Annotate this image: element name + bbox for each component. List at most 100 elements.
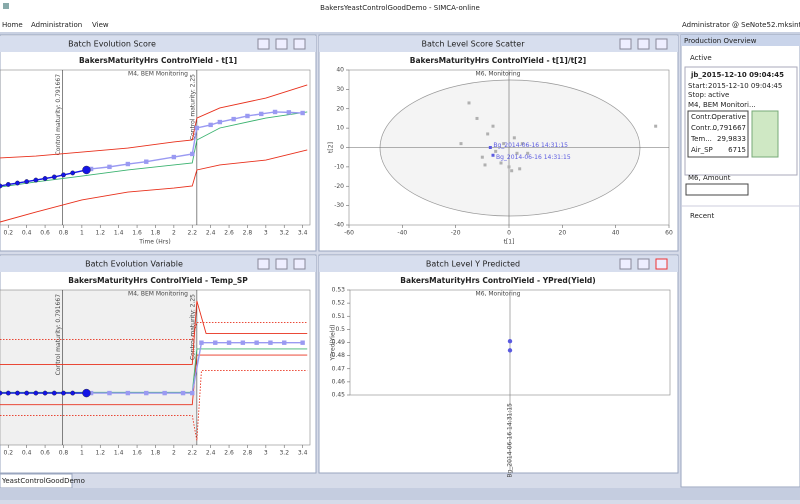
amount-box bbox=[685, 183, 749, 196]
chart-subtitle: M4, BEM Monitoring bbox=[128, 291, 188, 298]
x-tick-label: 2 bbox=[172, 230, 176, 237]
data-point bbox=[494, 149, 498, 153]
field-label: Stop: bbox=[688, 91, 706, 99]
data-point bbox=[286, 110, 292, 115]
y-tick-label: 20 bbox=[336, 105, 344, 112]
close-button[interactable] bbox=[293, 38, 306, 50]
y-tick-label: 40 bbox=[336, 67, 344, 74]
x-tick-label: 2.4 bbox=[206, 230, 216, 237]
y-tick-label: 0.48 bbox=[332, 352, 346, 359]
data-point bbox=[88, 390, 94, 396]
chart-subtitle: M6, Monitoring bbox=[476, 71, 521, 78]
data-point bbox=[107, 164, 112, 170]
x-tick-label: Bg_2014-06-16 14:31:15 bbox=[507, 403, 514, 478]
x-tick-label: 3.4 bbox=[298, 230, 308, 237]
menu-item[interactable]: Administration bbox=[31, 21, 82, 29]
data-point bbox=[51, 390, 57, 396]
data-point bbox=[213, 340, 218, 345]
x-tick-label: 1.6 bbox=[132, 450, 142, 457]
panel-title: Batch Evolution Variable bbox=[85, 260, 183, 269]
data-point bbox=[24, 179, 30, 185]
minimize-button[interactable] bbox=[619, 38, 632, 50]
x-tick-label: 1.8 bbox=[151, 230, 161, 237]
data-point bbox=[162, 390, 167, 396]
x-tick-label: 2 bbox=[172, 450, 176, 457]
x-tick-label: 0.6 bbox=[40, 450, 50, 457]
menu-item[interactable]: View bbox=[92, 21, 109, 29]
y-tick-label: 0.47 bbox=[332, 365, 346, 372]
maximize-button[interactable] bbox=[275, 38, 288, 50]
close-button[interactable] bbox=[293, 258, 306, 270]
data-point bbox=[300, 340, 305, 345]
data-point bbox=[507, 338, 513, 344]
data-point bbox=[475, 116, 479, 120]
maturity-label: Control maturity: 0.791667 bbox=[55, 294, 62, 376]
overview-panel: Production Overview Active jb_2015-12-10… bbox=[680, 34, 800, 488]
tab-label[interactable]: YeastControlGoodDemo bbox=[1, 477, 85, 485]
x-tick-label: 2.6 bbox=[224, 230, 234, 237]
close-button[interactable] bbox=[655, 258, 668, 270]
data-point bbox=[507, 165, 511, 169]
y-tick-label: 0.49 bbox=[332, 339, 346, 346]
data-point bbox=[502, 142, 506, 146]
plot-layer: Control maturity: 0.791667 Control maturi… bbox=[0, 70, 308, 225]
data-point bbox=[520, 142, 524, 146]
data-point bbox=[51, 174, 57, 180]
data-point bbox=[199, 340, 204, 345]
panel-title: Batch Level Score Scatter bbox=[421, 40, 525, 49]
title-bar bbox=[0, 0, 800, 32]
section-header[interactable]: Recent bbox=[690, 212, 714, 220]
status-indicator bbox=[751, 110, 779, 158]
field-label: Start: bbox=[688, 82, 707, 90]
data-point bbox=[61, 172, 66, 178]
data-point bbox=[518, 167, 522, 171]
y-tick-label: 10 bbox=[336, 125, 344, 132]
minimize-button[interactable] bbox=[257, 258, 270, 270]
x-tick-label: 0 bbox=[507, 230, 511, 237]
maximize-button[interactable] bbox=[275, 258, 288, 270]
menu-item[interactable]: Home bbox=[2, 21, 23, 29]
series-line bbox=[0, 169, 87, 187]
y-tick-label: 0.45 bbox=[332, 392, 346, 399]
y-tick-label: 0.5 bbox=[335, 326, 345, 333]
panel-title: Batch Level Y Predicted bbox=[426, 260, 520, 269]
x-tick-label: 1.2 bbox=[95, 450, 105, 457]
data-point bbox=[491, 124, 495, 128]
data-point bbox=[268, 340, 273, 345]
model-label: M4, BEM Monitori... bbox=[688, 101, 756, 109]
close-button[interactable] bbox=[655, 38, 668, 50]
data-point bbox=[70, 390, 76, 396]
data-point bbox=[125, 161, 131, 167]
data-point bbox=[499, 161, 503, 165]
x-tick-label: 40 bbox=[612, 230, 620, 237]
panel-header bbox=[0, 36, 316, 52]
data-point bbox=[208, 122, 213, 128]
point-label: Bg_2014-06-16 14:31:15 bbox=[496, 154, 571, 161]
data-point bbox=[5, 182, 11, 187]
row-label: Tem... bbox=[690, 135, 712, 143]
data-point bbox=[107, 390, 112, 396]
row-value: 0,791667 bbox=[713, 124, 746, 132]
data-point bbox=[272, 109, 278, 115]
maximize-button[interactable] bbox=[637, 258, 650, 270]
x-tick-label: 2.2 bbox=[187, 450, 197, 457]
data-point bbox=[42, 176, 48, 181]
data-point bbox=[226, 340, 232, 345]
batch-name[interactable]: jb_2015-12-10 09:04:45 bbox=[690, 71, 784, 79]
section-header[interactable]: Active bbox=[690, 54, 712, 62]
x-tick-label: 60 bbox=[665, 230, 673, 237]
series-line bbox=[0, 84, 308, 159]
chart-subtitle: M4, BEM Monitoring bbox=[128, 71, 188, 78]
x-tick-label: 1 bbox=[80, 230, 84, 237]
maximize-button[interactable] bbox=[637, 38, 650, 50]
data-point bbox=[15, 180, 20, 186]
x-tick-label: 0.4 bbox=[22, 230, 32, 237]
data-point bbox=[486, 132, 490, 136]
minimize-button[interactable] bbox=[619, 258, 632, 270]
data-point bbox=[480, 155, 484, 159]
data-point bbox=[245, 113, 250, 119]
field-value: active bbox=[708, 91, 729, 99]
data-point bbox=[510, 169, 514, 173]
y-axis-label: t[2] bbox=[328, 142, 335, 153]
minimize-button[interactable] bbox=[257, 38, 270, 50]
